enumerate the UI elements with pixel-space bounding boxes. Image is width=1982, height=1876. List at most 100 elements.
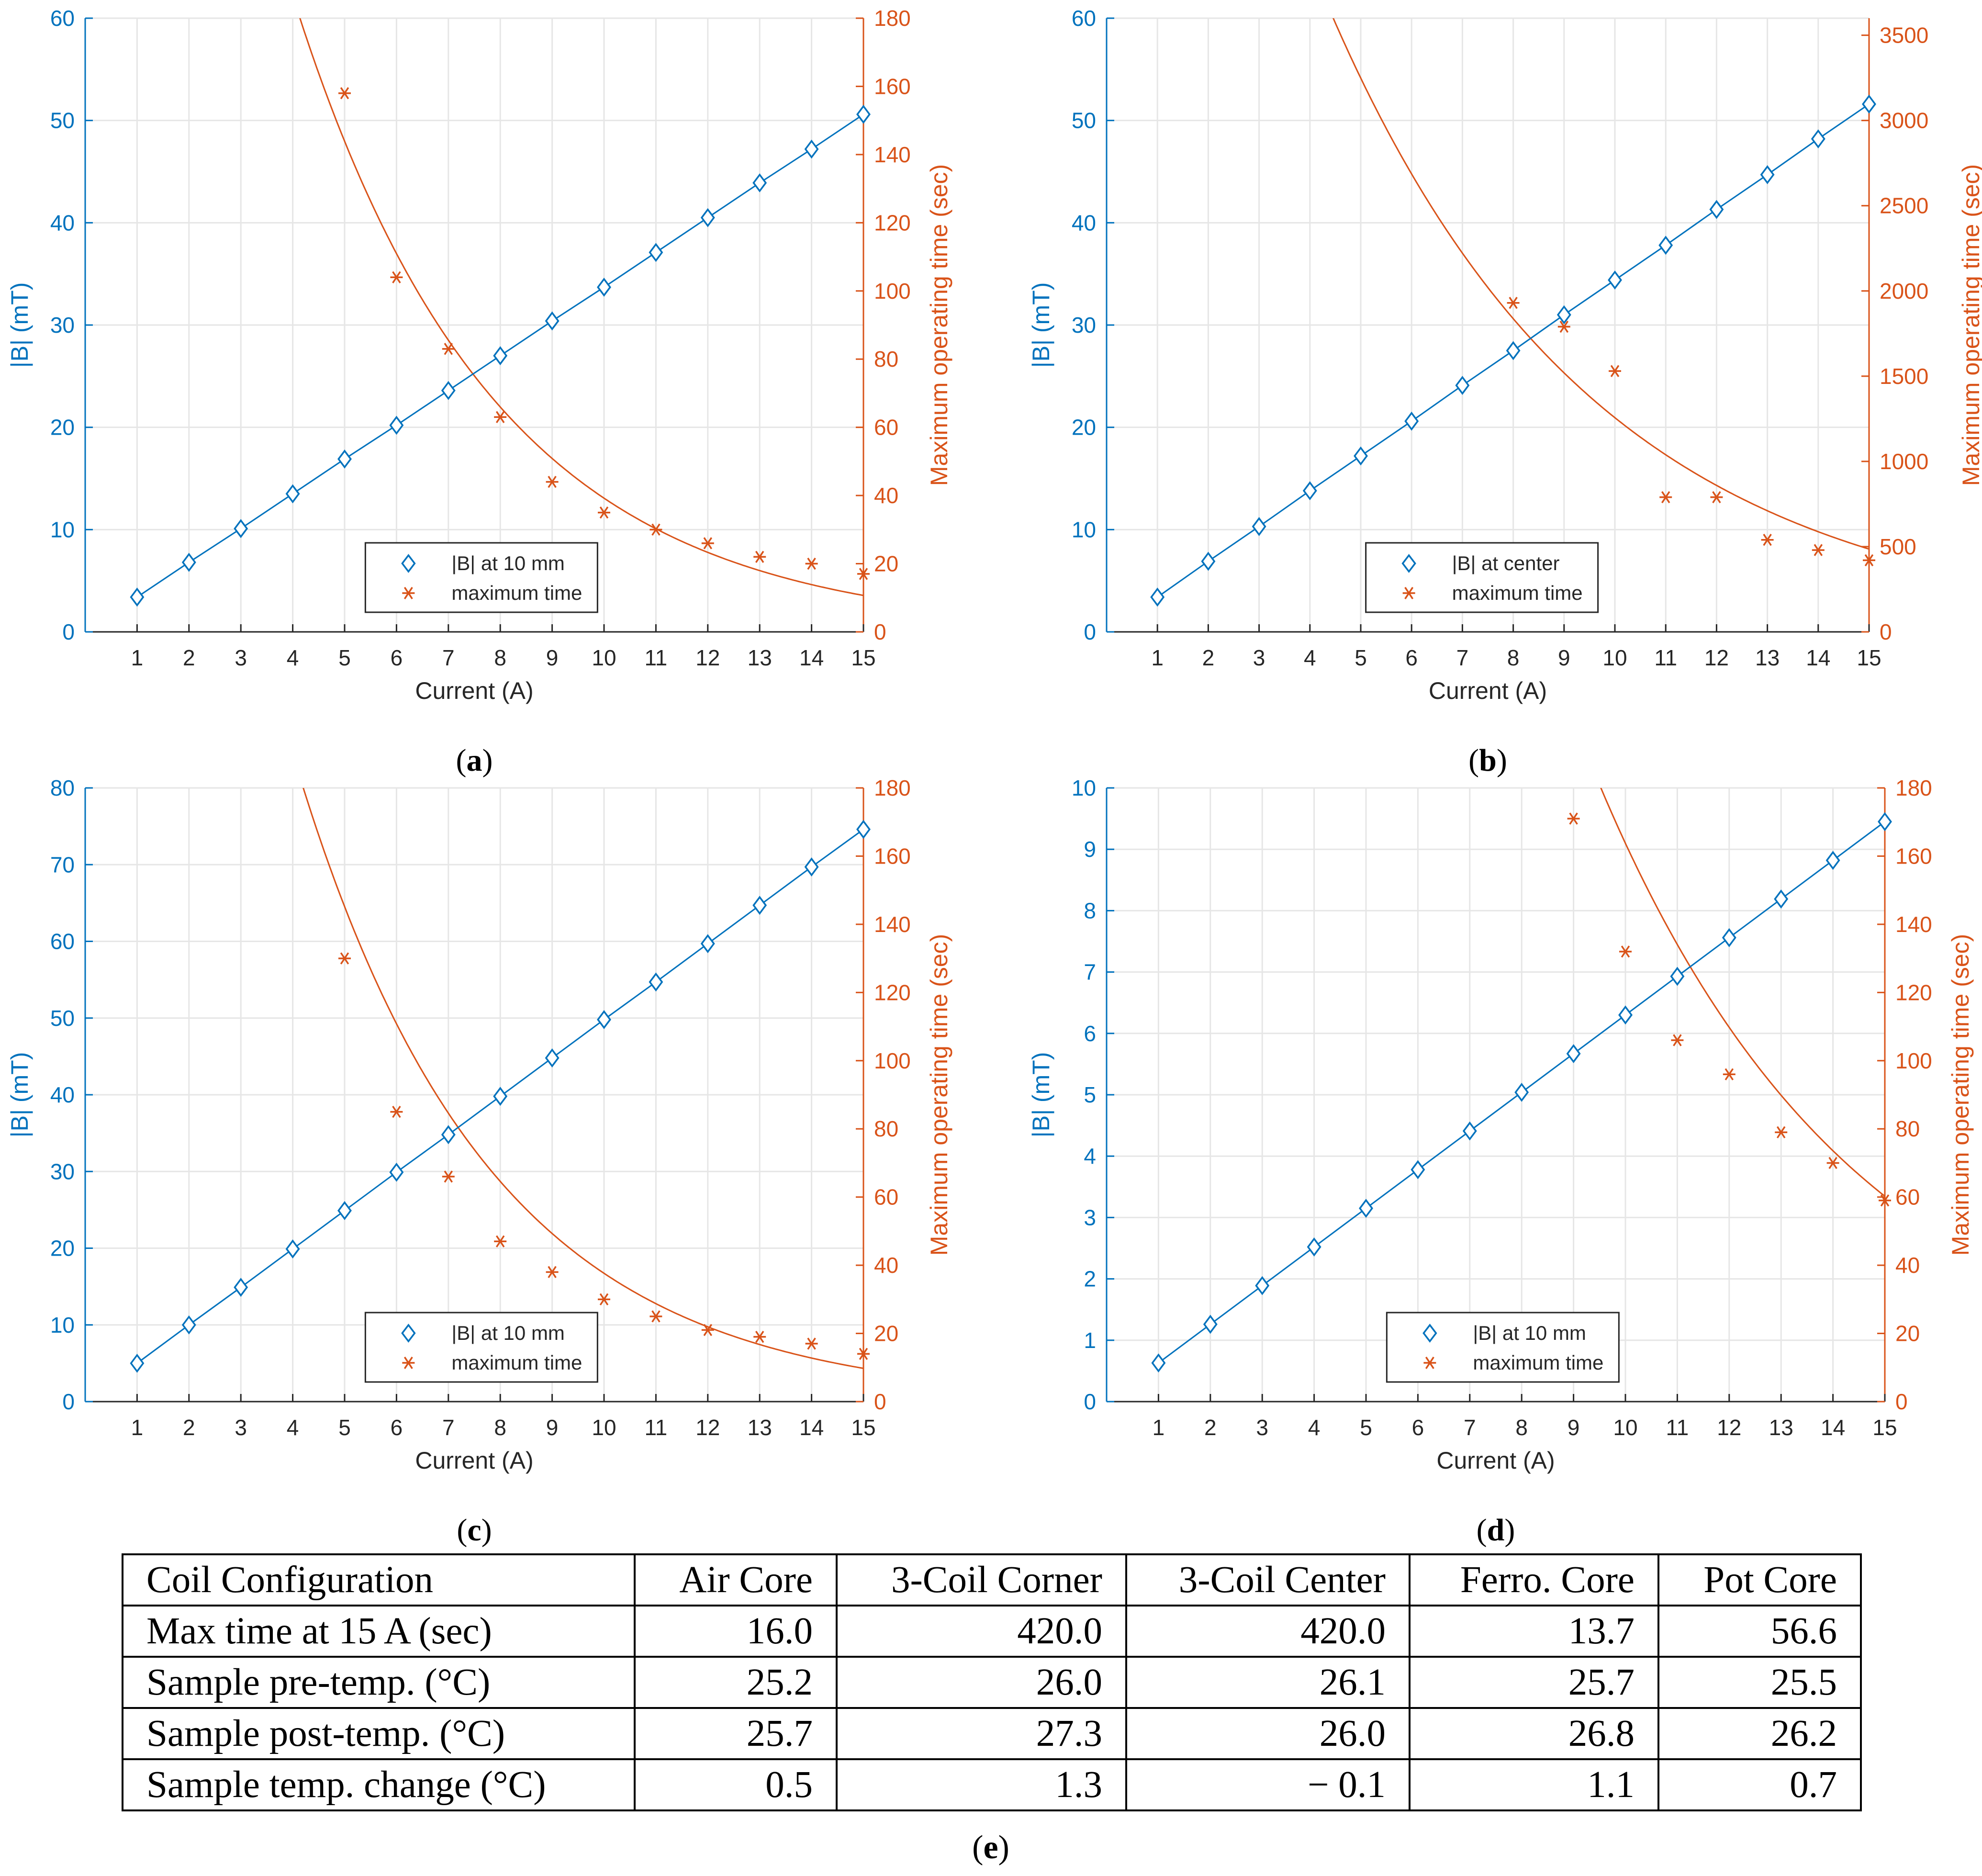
legend-label: maximum time [451,1351,582,1374]
y-tick-label-left: 20 [1072,415,1096,440]
b-field-marker [234,1278,248,1297]
y-tick-label-left: 3 [1084,1205,1096,1230]
time-marker [701,1324,714,1337]
b-field-marker [1608,270,1622,290]
table-cell: 25.5 [1657,1656,1862,1709]
table-cell: − 0.1 [1125,1758,1411,1811]
table-header-cell: Coil Configuration [122,1553,636,1606]
b-field-marker [130,1353,145,1373]
x-tick-label: 13 [1755,645,1780,670]
y-tick-label-right: 60 [874,415,898,440]
table-cell: 26.0 [836,1656,1127,1709]
legend: |B| at 10 mm maximum time [1386,1312,1620,1383]
legend-label: |B| at 10 mm [1473,1322,1586,1344]
b-field-marker [441,1125,456,1145]
y-tick-label-left: 30 [50,1159,75,1184]
x-tick-label: 14 [799,1415,824,1440]
asterisk-stroke [1864,554,1874,567]
b-field-marker [1151,1353,1166,1373]
x-axis-label: Current (A) [1429,677,1547,704]
asterisk-stroke [859,568,868,580]
x-tick-label: 15 [1872,1415,1897,1440]
plot-area [136,18,863,598]
x-tick-label: 10 [1602,645,1627,670]
y-tick-label-left: 2 [1084,1267,1096,1292]
time-marker [649,1310,662,1323]
table-cell: 0.5 [634,1758,838,1811]
x-tick-label: 2 [183,1415,195,1440]
chart-b: 1 2 3 4 5 6 7 8 9 10 11 12 13 14 150102030405060050010… [1028,6,1982,778]
y-tick-label-right: 80 [1895,1116,1920,1141]
time-marker [390,271,403,283]
b-field-marker [597,278,611,297]
caption-paren: ( [457,1513,467,1548]
asterisk-stroke [1776,1126,1786,1139]
y-tick-label-right: 180 [1895,775,1932,800]
x-tick-label: 1 [1153,1415,1165,1440]
b-field-marker [1566,1044,1581,1064]
x-tick-label: 6 [391,1415,403,1440]
time-marker [857,1348,870,1360]
b-field-marker [1302,481,1317,501]
x-tick-label: 3 [235,645,247,670]
b-field-marker [1862,94,1876,114]
y-tick-label-left: 0 [1084,619,1096,644]
table-cell: Max time at 15 A (sec) [122,1605,636,1658]
asterisk-stroke [1880,1194,1890,1207]
table-header-cell: Ferro. Core [1409,1553,1659,1606]
table-cell: 26.8 [1409,1707,1659,1760]
time-marker [494,411,507,423]
b-field-marker [181,1315,196,1335]
b-field-marker [700,208,715,227]
caption-letter: a [467,743,482,778]
time-marker [598,506,610,519]
table-row: Sample temp. change (°C) 0.5 1.3 − 0.1 1… [122,1758,1862,1811]
time-marker [753,1331,766,1343]
asterisk-stroke [859,1348,868,1360]
legend-diamond-icon [1422,1324,1437,1343]
b-field-marker [856,104,871,124]
b-field-marker [441,381,456,400]
asterisk-stroke [495,1235,505,1247]
caption-letter: c [467,1513,481,1548]
time-marker [1723,1068,1736,1080]
b-field-marker [1774,889,1789,909]
table-cell: 420.0 [836,1605,1127,1658]
b-field-marker [856,820,871,839]
y-tick-label-right: 180 [874,6,911,31]
asterisk-stroke [755,550,764,563]
y-tick-label-right: 0 [874,1389,886,1414]
b-field-marker [804,857,819,876]
y-axis-label-right: Maximum operating time (sec) [926,934,952,1256]
caption-paren: ) [482,1513,492,1548]
x-tick-label: 15 [851,1415,875,1440]
y-tick-label-left: 4 [1084,1144,1096,1168]
x-tick-label: 4 [287,645,299,670]
y-tick-label-left: 10 [1072,517,1096,542]
y-tick-label-right: 80 [874,347,898,371]
x-tick-label: 15 [1857,645,1881,670]
y-axis-label-left: |B| (mT) [6,1052,33,1138]
y-tick-label-right: 0 [1895,1389,1908,1414]
caption-letter: b [1479,743,1497,778]
b-field-marker [130,587,145,607]
legend: |B| at center maximum time [1365,542,1599,613]
b-field-marker [545,1048,560,1067]
b-field-marker [1556,305,1571,325]
asterisk-stroke [1509,297,1518,309]
caption-letter: d [1487,1513,1505,1548]
time-marker [390,1105,403,1118]
asterisk-stroke [1569,812,1578,825]
table-cell: 25.7 [1409,1656,1659,1709]
b-field-marker [1354,446,1368,466]
b-field-marker [337,449,352,469]
y-tick-label-left: 10 [50,517,75,542]
caption-e: (e) [972,1829,1009,1866]
table-cell: 25.7 [634,1707,838,1760]
b-field-marker [1307,1237,1321,1257]
caption-paren: ) [482,743,493,778]
b-field-marker [1201,551,1216,571]
y-tick-label-left: 0 [62,1389,75,1414]
legend-label: maximum time [1473,1351,1603,1374]
table-cell: 13.7 [1409,1605,1659,1658]
